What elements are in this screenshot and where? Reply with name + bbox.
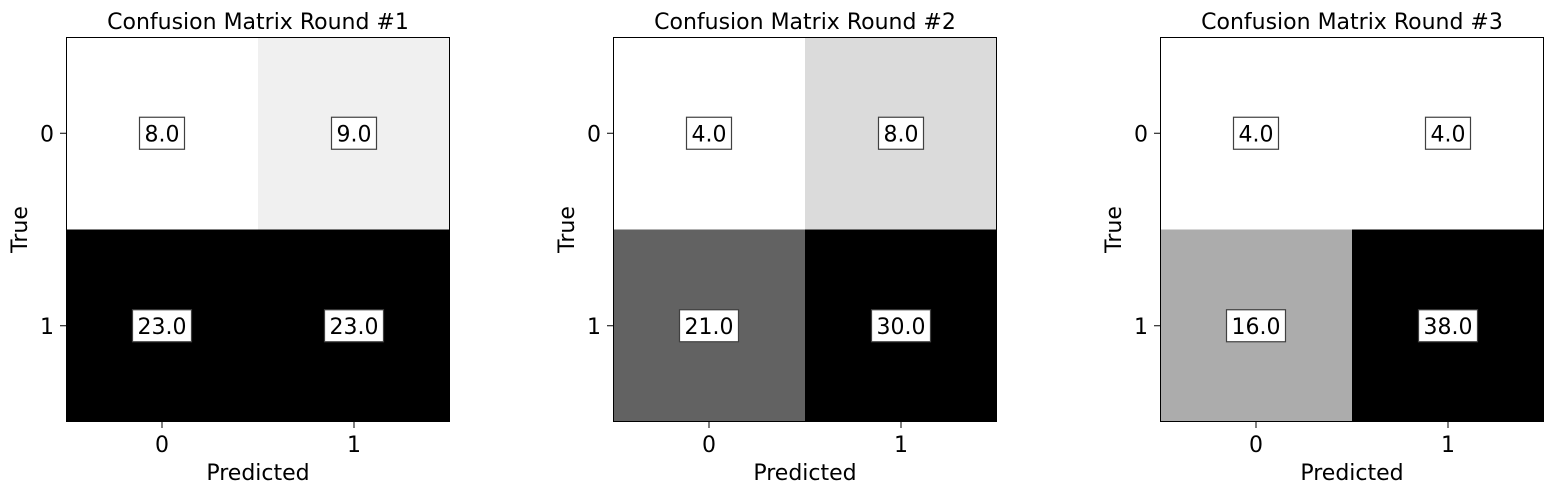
y-tick-label: 0 xyxy=(587,122,601,147)
cell-value-box xyxy=(323,309,385,343)
plot-frame xyxy=(613,37,997,422)
cell-value-box xyxy=(1232,116,1280,150)
y-axis-label: True xyxy=(8,206,33,254)
x-axis-label: Predicted xyxy=(1300,461,1403,486)
chart-title: Confusion Matrix Round #2 xyxy=(654,10,956,35)
y-axis-label: True xyxy=(555,206,580,254)
y-tick-label: 0 xyxy=(1134,122,1148,147)
cell-value-label: 38.0 xyxy=(1424,315,1473,340)
x-tick-label: 1 xyxy=(1441,433,1455,458)
x-tick-label: 0 xyxy=(702,433,716,458)
cell-value-label: 23.0 xyxy=(138,315,187,340)
cell-value-label: 8.0 xyxy=(145,122,180,147)
cell-value-label: 30.0 xyxy=(877,315,926,340)
x-tick-label: 0 xyxy=(1249,433,1263,458)
cell-value-box xyxy=(678,309,740,343)
y-tick-label: 1 xyxy=(1134,315,1148,340)
cell-value-label: 21.0 xyxy=(685,315,734,340)
confusion-matrix-panel-2: 4.0 8.0 21.0 30.0 Confusion Matrix Round #2 0… xyxy=(555,10,997,486)
cell-value-label: 4.0 xyxy=(1239,122,1274,147)
cell-value-label: 23.0 xyxy=(330,315,379,340)
cell-value-label: 9.0 xyxy=(337,122,372,147)
x-tick-label: 0 xyxy=(155,433,169,458)
cell-value-box xyxy=(1424,116,1472,150)
cell-value-box xyxy=(138,116,186,150)
cell-value-box xyxy=(685,116,733,150)
chart-title: Confusion Matrix Round #1 xyxy=(107,10,409,35)
cell-value-label: 8.0 xyxy=(884,122,919,147)
confusion-matrix-panel-1: 8.0 9.0 23.0 23.0 Confusion Matrix Round #1 0… xyxy=(8,10,450,486)
cell-value-label: 16.0 xyxy=(1232,315,1281,340)
chart-title: Confusion Matrix Round #3 xyxy=(1201,10,1503,35)
plot-frame xyxy=(66,37,450,422)
cell-value-box xyxy=(1417,309,1479,343)
y-tick-label: 1 xyxy=(587,315,601,340)
y-tick-label: 0 xyxy=(40,122,54,147)
cell-value-box xyxy=(1225,309,1287,343)
x-axis-label: Predicted xyxy=(753,461,856,486)
cell-value-box xyxy=(330,116,378,150)
cell-value-box xyxy=(131,309,193,343)
plot-frame xyxy=(1160,37,1544,422)
x-tick-label: 1 xyxy=(347,433,361,458)
cell-value-box xyxy=(877,116,925,150)
cell-value-label: 4.0 xyxy=(692,122,727,147)
y-axis-label: True xyxy=(1102,206,1127,254)
cell-value-box xyxy=(870,309,932,343)
x-axis-label: Predicted xyxy=(206,461,309,486)
y-tick-label: 1 xyxy=(40,315,54,340)
cell-value-label: 4.0 xyxy=(1431,122,1466,147)
x-tick-label: 1 xyxy=(894,433,908,458)
confusion-matrix-panel-3: 4.0 4.0 16.0 38.0 Confusion Matrix Round #3 0… xyxy=(1102,10,1544,486)
